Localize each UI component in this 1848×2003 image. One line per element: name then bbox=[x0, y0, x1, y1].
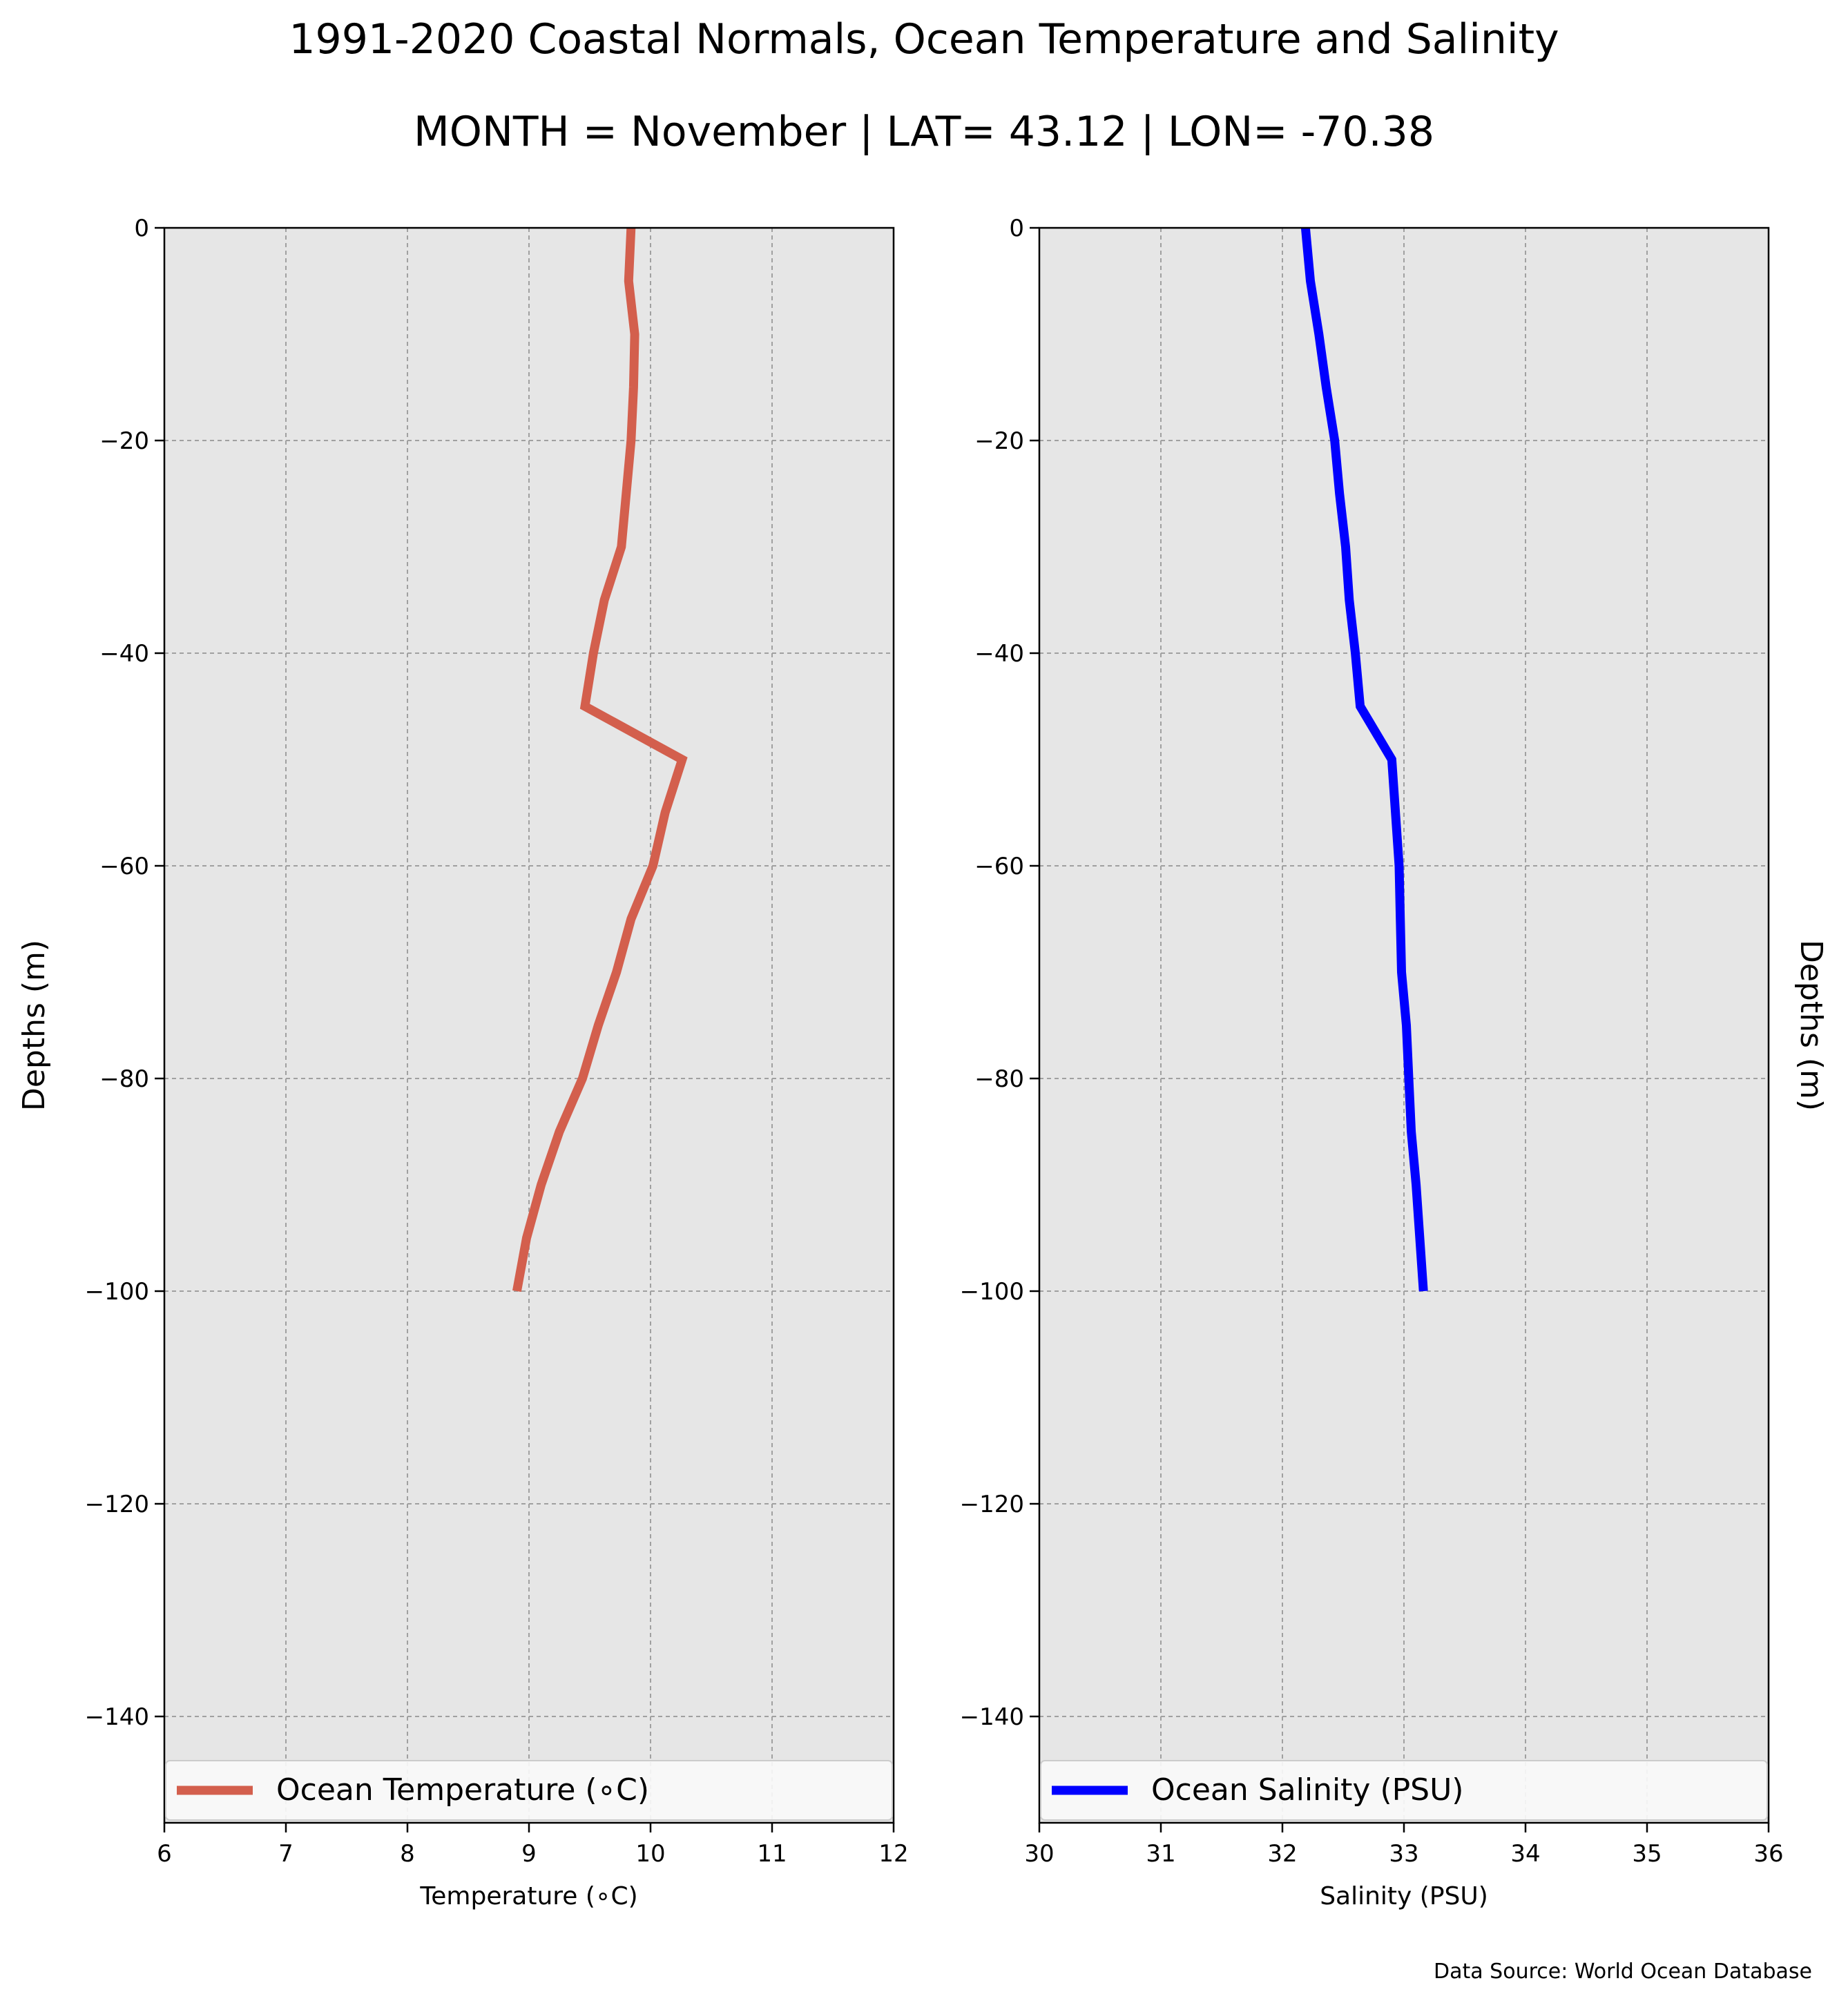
temperature-y-tick-label: −80 bbox=[99, 1065, 149, 1093]
data-source-note: Data Source: World Ocean Database bbox=[1434, 1960, 1812, 1984]
temperature-y-tick-label: −40 bbox=[99, 640, 149, 668]
salinity-series-line bbox=[1300, 227, 1428, 1292]
salinity-x-tick-label: 36 bbox=[1753, 1840, 1783, 1868]
temperature-series-line bbox=[512, 227, 688, 1293]
temperature-x-tick-label: 10 bbox=[635, 1840, 665, 1868]
temperature-x-tick-label: 11 bbox=[757, 1840, 787, 1868]
temperature-x-tick-label: 12 bbox=[878, 1840, 908, 1868]
chart-title: 1991-2020 Coastal Normals, Ocean Tempera… bbox=[289, 15, 1559, 64]
salinity-x-tick-label: 35 bbox=[1632, 1840, 1662, 1868]
salinity-y-axis-label: Depths (m) bbox=[1793, 940, 1829, 1111]
temperature-axes-frame bbox=[163, 226, 895, 1824]
chart-subtitle: MONTH = November | LAT= 43.12 | LON= -70… bbox=[413, 108, 1435, 156]
salinity-y-tick-label: −120 bbox=[960, 1491, 1024, 1518]
salinity-x-tick-label: 32 bbox=[1267, 1840, 1297, 1868]
salinity-y-tick-label: 0 bbox=[1009, 215, 1024, 242]
salinity-x-tick-label: 30 bbox=[1024, 1840, 1054, 1868]
temperature-x-axis-label: Temperature (∘C) bbox=[419, 1882, 637, 1910]
salinity-axes-frame bbox=[1038, 226, 1770, 1824]
salinity-y-tick-label: −20 bbox=[974, 427, 1024, 455]
temperature-y-tick-label: −120 bbox=[85, 1491, 149, 1518]
temperature-x-tick-label: 6 bbox=[157, 1840, 172, 1868]
temperature-y-tick-label: 0 bbox=[134, 215, 149, 242]
temperature-legend-label: Ocean Temperature (∘C) bbox=[276, 1772, 649, 1808]
salinity-y-tick-label: −80 bbox=[974, 1065, 1024, 1093]
temperature-x-tick-label: 9 bbox=[521, 1840, 537, 1868]
salinity-panel: 0 −20 −40 −60 −80 −100 −120 −140 30 31 32 33 34 35 36 O… bbox=[960, 215, 1829, 1910]
salinity-y-tick-label: −60 bbox=[974, 853, 1024, 880]
salinity-legend-box bbox=[1040, 1760, 1768, 1821]
salinity-y-tick-label: −40 bbox=[974, 640, 1024, 668]
temperature-y-tick-label: −100 bbox=[85, 1278, 149, 1306]
salinity-x-tick-label: 34 bbox=[1510, 1840, 1540, 1868]
salinity-y-tick-label: −140 bbox=[960, 1703, 1024, 1731]
temperature-y-tick-label: −140 bbox=[85, 1703, 149, 1731]
temperature-legend-box bbox=[165, 1760, 893, 1821]
salinity-y-tick-label: −100 bbox=[960, 1278, 1024, 1306]
temperature-panel: 0 −20 −40 −60 −80 −100 −120 −140 6 7 8 9 10 11 12 Ocean… bbox=[17, 215, 909, 1910]
temperature-y-axis-label: Depths (m) bbox=[17, 940, 52, 1111]
salinity-x-tick-label: 33 bbox=[1389, 1840, 1418, 1868]
temperature-x-tick-label: 8 bbox=[400, 1840, 415, 1868]
temperature-y-tick-label: −20 bbox=[99, 427, 149, 455]
salinity-x-tick-label: 31 bbox=[1146, 1840, 1175, 1868]
salinity-x-axis-label: Salinity (PSU) bbox=[1320, 1882, 1488, 1910]
salinity-legend-label: Ocean Salinity (PSU) bbox=[1151, 1772, 1463, 1808]
temperature-y-tick-label: −60 bbox=[99, 853, 149, 880]
temperature-x-tick-label: 7 bbox=[278, 1840, 293, 1868]
